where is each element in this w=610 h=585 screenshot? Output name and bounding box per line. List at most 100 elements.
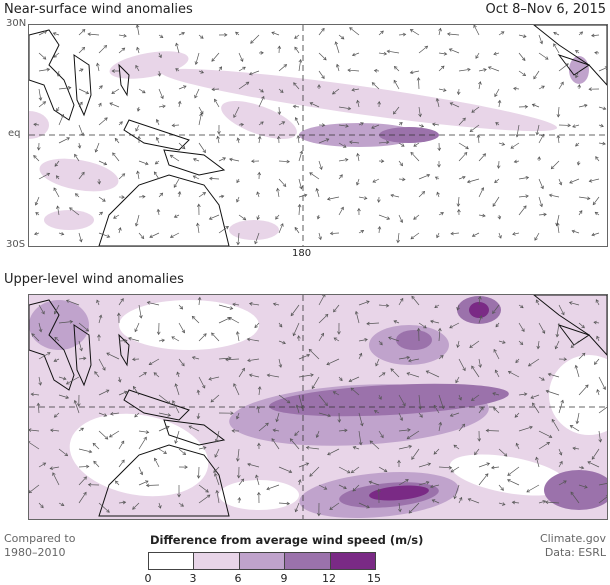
wind-vector xyxy=(158,502,161,509)
wind-vector-head xyxy=(596,389,600,393)
top-panel-title: Near-surface wind anomalies xyxy=(4,2,193,17)
wind-vector-head xyxy=(173,184,178,188)
wind-vector xyxy=(217,136,220,144)
wind-vector xyxy=(572,447,580,450)
wind-vector xyxy=(494,88,500,97)
wind-vector-head xyxy=(586,196,591,201)
wind-vector-head xyxy=(602,386,606,391)
wind-vector xyxy=(229,158,240,162)
wind-vector xyxy=(512,501,520,504)
wind-vector xyxy=(538,85,545,90)
wind-vector xyxy=(52,472,60,486)
anomaly-shading xyxy=(160,68,558,132)
wind-vector-head xyxy=(565,63,569,67)
wind-vector xyxy=(578,210,583,216)
wind-vector xyxy=(318,232,322,240)
wind-vector-head xyxy=(501,142,506,146)
wind-vector-head xyxy=(260,121,264,125)
wind-vector xyxy=(498,340,506,344)
wind-vector-head xyxy=(80,427,85,432)
wind-vector-head xyxy=(200,110,204,115)
wind-vector xyxy=(78,232,82,242)
wind-vector xyxy=(238,81,249,90)
wind-vector-head xyxy=(449,325,453,329)
wind-vector xyxy=(66,376,80,385)
wind-vector-head xyxy=(317,84,321,88)
wind-vector-head xyxy=(335,63,340,68)
wind-vector-head xyxy=(251,159,255,164)
wind-vector xyxy=(98,85,103,90)
wind-vector xyxy=(595,156,600,162)
wind-vector-head xyxy=(240,122,245,127)
wind-vector xyxy=(278,466,292,473)
wind-vector-head xyxy=(87,482,92,487)
wind-vector-head xyxy=(42,101,47,105)
wind-vector xyxy=(393,320,400,324)
wind-vector-head xyxy=(486,462,491,466)
wind-vector xyxy=(50,466,60,469)
wind-vector xyxy=(436,232,440,238)
wind-vector-head xyxy=(588,178,593,183)
wind-vector xyxy=(467,178,480,183)
wind-vector xyxy=(358,502,370,509)
wind-vector-head xyxy=(580,465,585,470)
wind-vector xyxy=(536,299,540,306)
wind-vector-head xyxy=(236,241,240,246)
wind-vector xyxy=(296,405,300,414)
wind-vector-head xyxy=(411,456,415,460)
wind-vector xyxy=(378,30,384,36)
wind-vector-head xyxy=(470,397,475,401)
wind-vector-head xyxy=(158,54,162,59)
wind-vector xyxy=(378,340,383,346)
wind-vector xyxy=(438,65,445,72)
wind-vector xyxy=(548,373,560,378)
wind-vector xyxy=(493,349,500,360)
wind-vector-head xyxy=(333,337,338,341)
wind-vector xyxy=(538,322,545,334)
wind-vector xyxy=(558,480,567,486)
wind-vector xyxy=(75,193,80,198)
wind-vector xyxy=(413,142,420,147)
wind-vector xyxy=(149,358,160,365)
wind-vector-head xyxy=(159,192,164,197)
wind-vector xyxy=(298,354,310,360)
wind-vector-head xyxy=(545,389,550,394)
wind-vector xyxy=(390,368,400,378)
wind-vector xyxy=(411,448,420,460)
wind-vector-head xyxy=(171,123,176,128)
wind-vector-head xyxy=(449,102,454,106)
wind-vector-head xyxy=(480,187,485,191)
wind-vector xyxy=(247,338,260,342)
wind-vector-head xyxy=(535,299,540,304)
wind-vector xyxy=(375,358,380,366)
wind-vector xyxy=(576,412,580,424)
wind-vector-head xyxy=(53,358,58,362)
wind-vector xyxy=(98,196,106,202)
wind-vector xyxy=(137,171,140,180)
wind-vector-head xyxy=(575,74,579,79)
wind-vector xyxy=(418,322,427,329)
wind-vector-head xyxy=(196,389,201,394)
wind-vector xyxy=(53,32,60,36)
wind-vector xyxy=(267,374,280,378)
wind-vector xyxy=(138,430,149,433)
wind-vector xyxy=(338,124,349,127)
wind-vector-head xyxy=(492,203,496,207)
wind-vector xyxy=(134,412,140,418)
wind-vector-head xyxy=(334,41,339,45)
wind-vector-head xyxy=(220,194,225,199)
wind-vector-head xyxy=(81,171,85,176)
wind-vector xyxy=(318,295,325,306)
wind-vector xyxy=(470,124,480,132)
wind-vector-head xyxy=(423,325,427,329)
wind-vector-head xyxy=(172,400,176,404)
wind-vector xyxy=(438,88,447,91)
wind-vector xyxy=(56,175,60,180)
wind-vector-head xyxy=(368,480,373,485)
wind-vector-head xyxy=(275,216,279,220)
wind-vector xyxy=(38,88,42,101)
wind-vector-head xyxy=(200,70,204,74)
wind-vector-head xyxy=(205,489,209,493)
wind-vector-head xyxy=(588,87,592,91)
wind-vector xyxy=(518,340,523,345)
